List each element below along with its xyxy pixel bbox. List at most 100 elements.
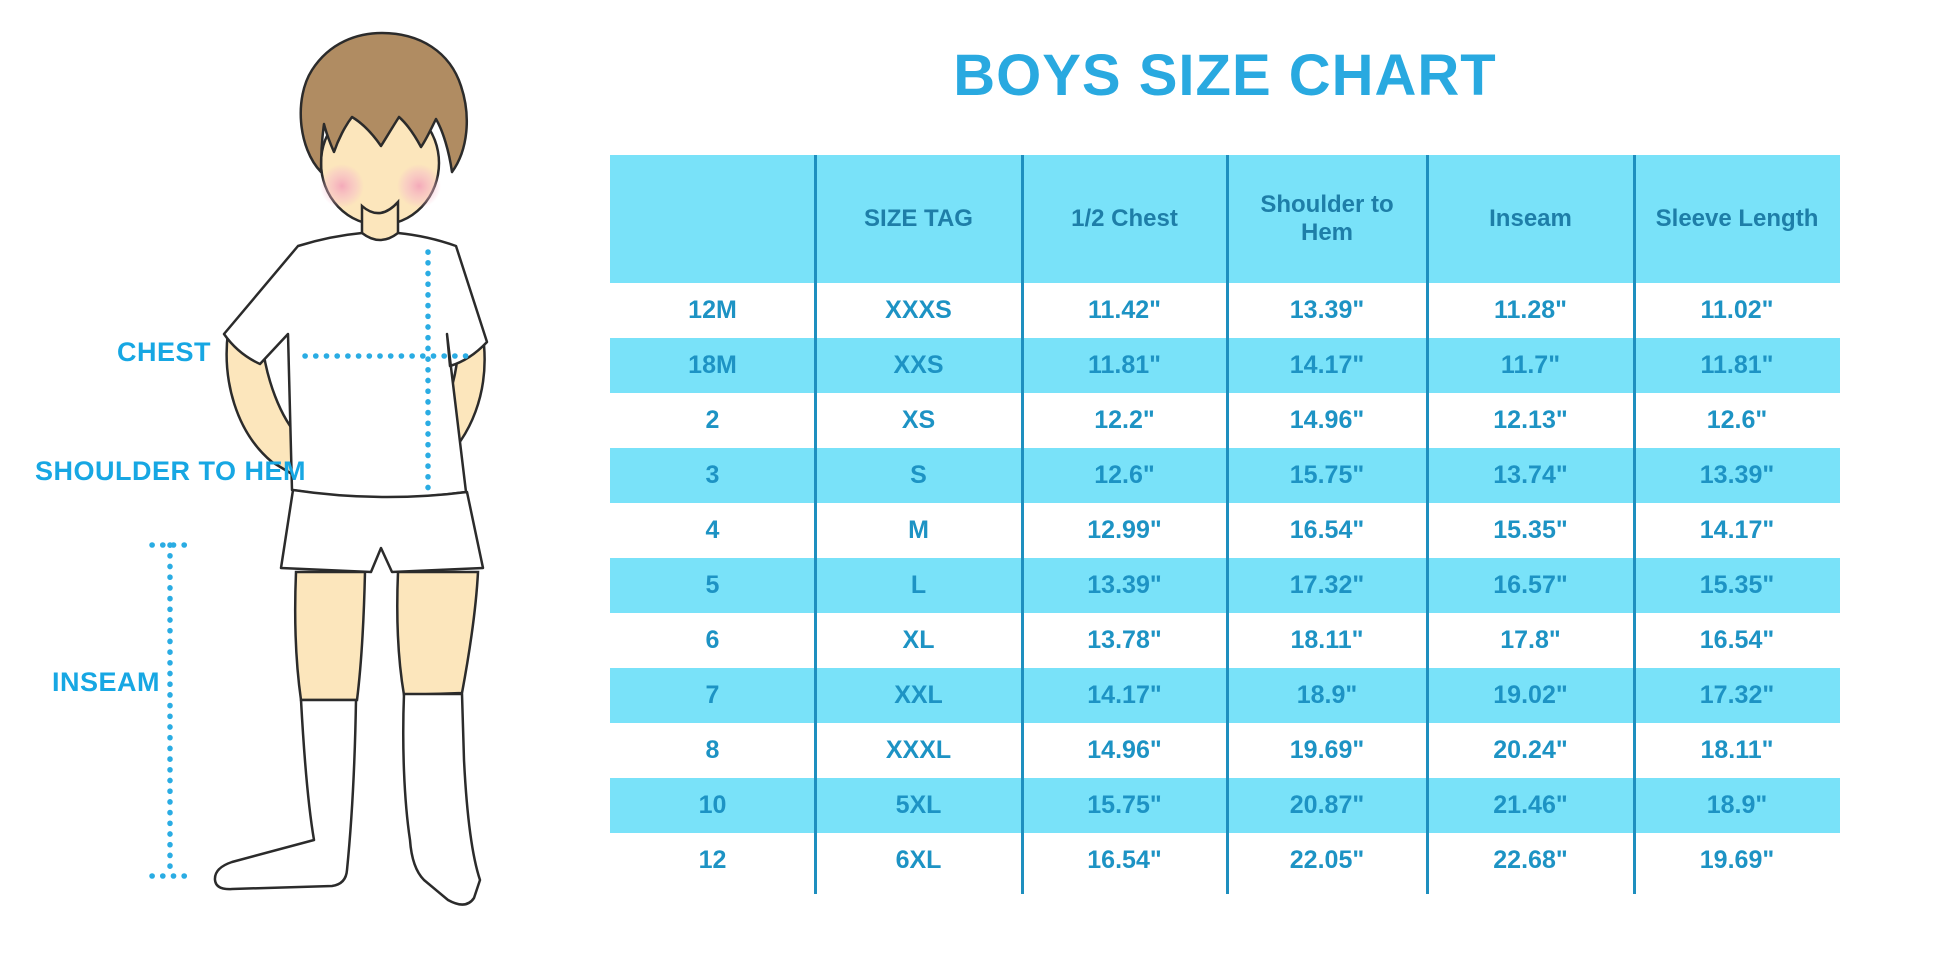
size-table: SIZE TAG 1/2 Chest Shoulder to Hem Inseam Sl… — [610, 155, 1840, 894]
table-cell: 18.9" — [1296, 681, 1358, 709]
table-cell: M — [908, 516, 929, 544]
table-cell: XL — [902, 626, 935, 654]
boy-figure-illustration: CHEST SHOULDER TO HEM INSEAM — [0, 0, 500, 973]
table-cell: XXXL — [885, 736, 952, 764]
table-cell: 15.75" — [1087, 791, 1162, 819]
table-cell: 20.24" — [1493, 736, 1568, 764]
table-cell: 14.17" — [1087, 681, 1162, 709]
column-divider — [1021, 155, 1024, 894]
table-cell: 14.17" — [1289, 351, 1365, 379]
table-cell: 19.69" — [1289, 736, 1365, 764]
header-cell: Inseam — [1489, 205, 1572, 233]
table-cell: 18M — [688, 351, 737, 379]
table-cell: 16.54" — [1699, 626, 1775, 654]
header-cell: Sleeve Length — [1655, 205, 1819, 233]
table-cell: 16.54" — [1289, 516, 1365, 544]
shoulder-to-hem-label: SHOULDER TO HEM — [35, 456, 307, 486]
column-divider — [1633, 155, 1636, 894]
table-cell: 8 — [705, 736, 720, 764]
boy-left-sock — [213, 698, 358, 891]
table-cell: 11.7" — [1500, 351, 1561, 379]
table-cell: L — [910, 571, 927, 599]
header-cell — [610, 155, 815, 283]
column-divider — [814, 155, 817, 894]
table-cell: 18.9" — [1706, 791, 1768, 819]
table-cell: 17.32" — [1289, 571, 1365, 599]
table-cell: 12.6" — [1706, 406, 1768, 434]
column-divider — [1426, 155, 1429, 894]
table-cell: 13.78" — [1087, 626, 1162, 654]
table-row: 6 XL 13.78" 18.11" 17.8" 16.54" — [610, 613, 1840, 668]
boy-left-leg — [293, 570, 367, 702]
table-cell: 6XL — [895, 846, 942, 874]
inseam-label: INSEAM — [52, 667, 161, 697]
header-cell: SIZE TAG — [864, 205, 973, 233]
table-cell: XS — [901, 406, 936, 434]
boy-hair — [299, 31, 469, 174]
table-cell: 10 — [698, 791, 727, 819]
table-cell: 11.42" — [1087, 296, 1162, 324]
table-cell: 12.6" — [1094, 461, 1155, 489]
size-table-header: SIZE TAG 1/2 Chest Shoulder to Hem Inseam Sl… — [610, 155, 1840, 283]
table-cell: XXL — [894, 681, 943, 709]
table-row: 12 6XL 16.54" 22.05" 22.68" 19.69" — [610, 833, 1840, 888]
table-cell: 15.75" — [1289, 461, 1365, 489]
table-cell: XXS — [893, 351, 944, 379]
table-cell: 12.2" — [1094, 406, 1155, 434]
boy-cheek-right — [397, 164, 441, 208]
table-cell: 20.87" — [1289, 791, 1365, 819]
table-cell: 5 — [705, 571, 720, 599]
table-cell: 16.57" — [1493, 571, 1568, 599]
header-cell: 1/2 Chest — [1071, 205, 1178, 233]
table-cell: 14.17" — [1699, 516, 1775, 544]
table-cell: 22.05" — [1289, 846, 1365, 874]
table-cell: 17.32" — [1699, 681, 1775, 709]
table-row: 7 XXL 14.17" 18.9" 19.02" 17.32" — [610, 668, 1840, 723]
page-title: BOYS SIZE CHART — [953, 43, 1497, 108]
boy-cheek-left — [320, 164, 364, 208]
table-cell: 6 — [705, 626, 720, 654]
table-cell: 3 — [705, 461, 720, 489]
table-cell: 13.39" — [1699, 461, 1775, 489]
table-cell: 11.02" — [1700, 296, 1774, 324]
table-cell: 18.11" — [1290, 626, 1364, 654]
table-cell: 14.96" — [1289, 406, 1365, 434]
table-row: 4 M 12.99" 16.54" 15.35" 14.17" — [610, 503, 1840, 558]
table-row: 5 L 13.39" 17.32" 16.57" 15.35" — [610, 558, 1840, 613]
table-cell: 11.81" — [1087, 351, 1162, 379]
table-cell: 11.28" — [1493, 296, 1568, 324]
table-cell: 12M — [688, 296, 737, 324]
boy-left-arm — [225, 330, 304, 482]
table-cell: 14.96" — [1087, 736, 1162, 764]
table-cell: 19.69" — [1699, 846, 1775, 874]
table-row: 10 5XL 15.75" 20.87" 21.46" 18.9" — [610, 778, 1840, 833]
table-row: 3 S 12.6" 15.75" 13.74" 13.39" — [610, 448, 1840, 503]
table-cell: 7 — [705, 681, 720, 709]
table-cell: 21.46" — [1493, 791, 1568, 819]
table-cell: S — [910, 461, 927, 489]
table-cell: 11.81" — [1700, 351, 1774, 379]
table-cell: 13.39" — [1289, 296, 1365, 324]
table-row: 2 XS 12.2" 14.96" 12.13" 12.6" — [610, 393, 1840, 448]
table-cell: 13.74" — [1493, 461, 1568, 489]
table-row: 18M XXS 11.81" 14.17" 11.7" 11.81" — [610, 338, 1840, 393]
boy-right-sock — [402, 692, 482, 906]
chest-label: CHEST — [117, 337, 212, 367]
table-row: 12M XXXS 11.42" 13.39" 11.28" 11.02" — [610, 283, 1840, 338]
table-cell: 15.35" — [1699, 571, 1775, 599]
table-row: 8 XXXL 14.96" 19.69" 20.24" 18.11" — [610, 723, 1840, 778]
table-cell: 5XL — [895, 791, 942, 819]
table-cell: XXXS — [885, 296, 952, 324]
table-cell: 4 — [705, 516, 720, 544]
table-cell: 12.99" — [1087, 516, 1162, 544]
boy-illustration-svg — [149, 31, 489, 906]
table-cell: 18.11" — [1700, 736, 1774, 764]
table-cell: 16.54" — [1087, 846, 1162, 874]
size-table-body: 12M XXXS 11.42" 13.39" 11.28" 11.02" 18M XXS 11.… — [610, 283, 1840, 888]
boy-shorts — [279, 488, 485, 574]
table-cell: 12 — [698, 846, 727, 874]
boy-right-leg — [396, 570, 480, 697]
table-cell: 19.02" — [1493, 681, 1568, 709]
header-cell: Shoulder to Hem — [1260, 191, 1394, 246]
